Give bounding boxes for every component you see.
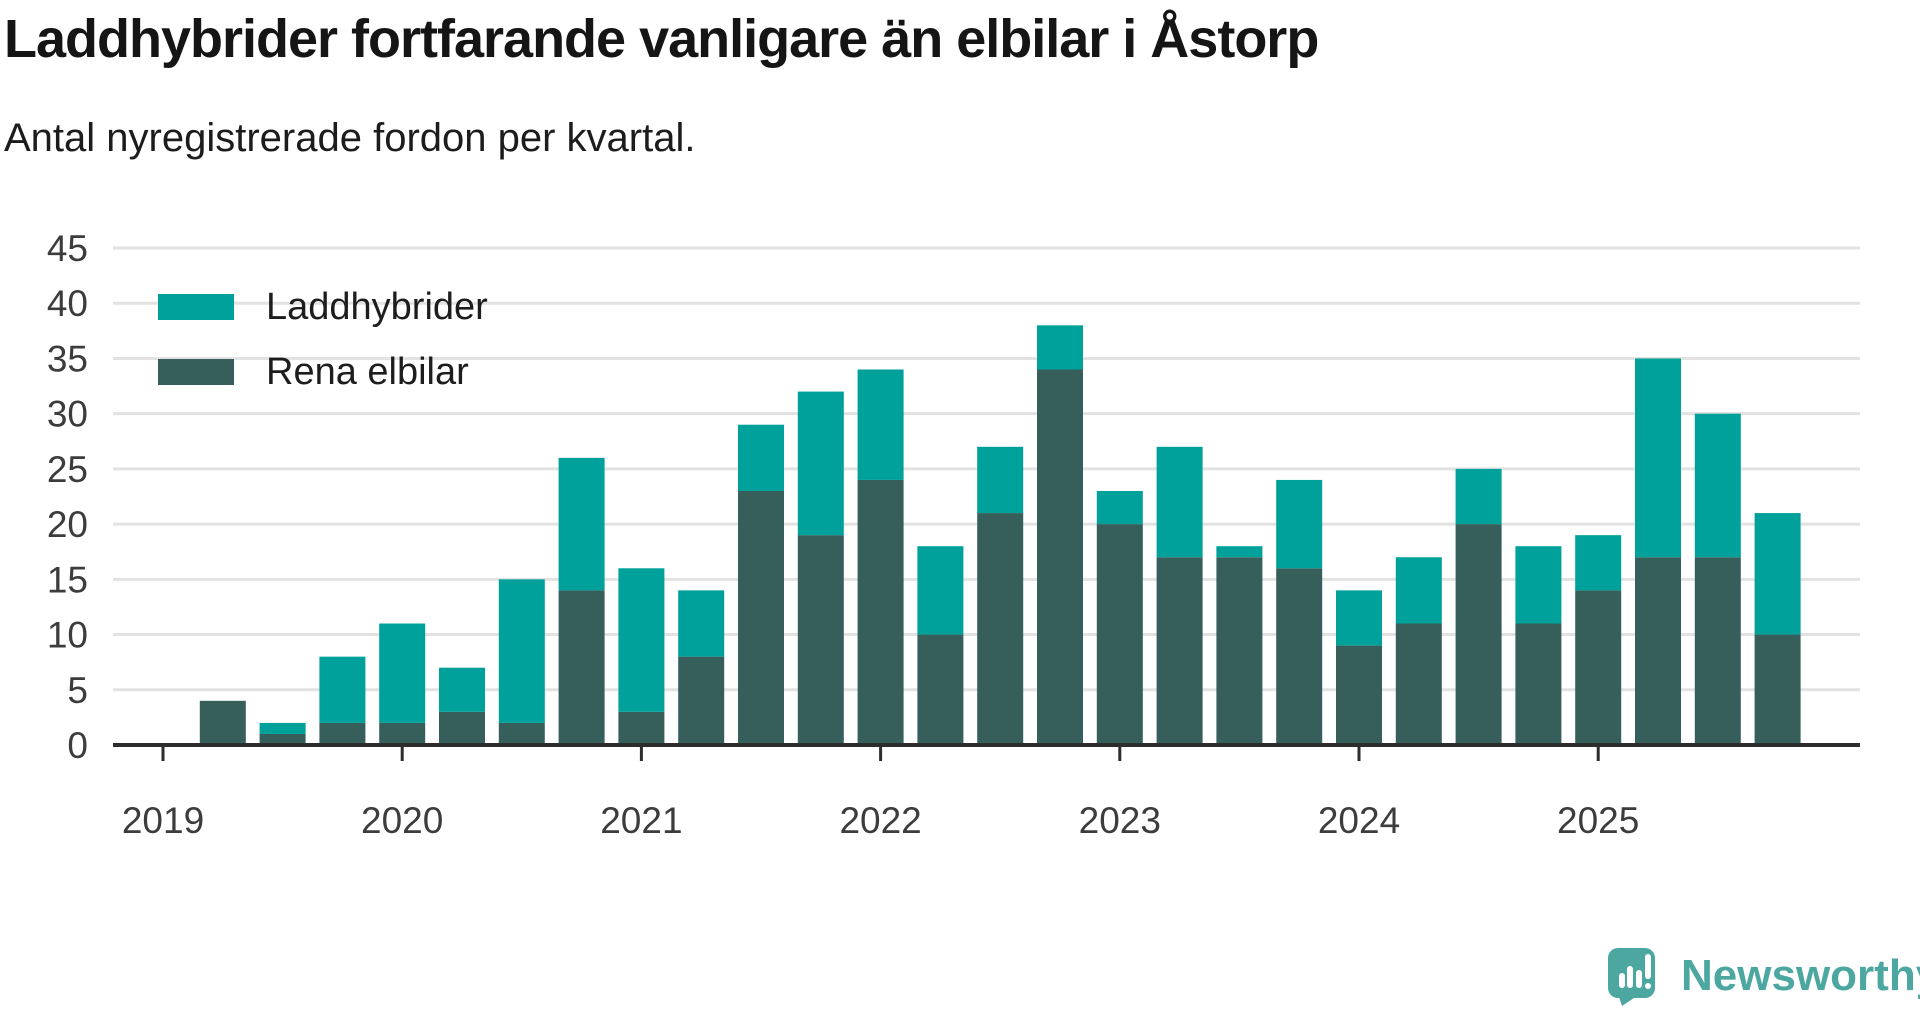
bar-segment-rena-elbilar (917, 634, 964, 745)
y-axis-label: 45 (47, 228, 88, 269)
bar-segment-rena-elbilar (199, 700, 246, 745)
bar-segment-laddhybrider (1575, 535, 1622, 591)
bar-segment-rena-elbilar (1216, 557, 1263, 745)
bar-segment-laddhybrider (1096, 490, 1143, 525)
x-axis-tick (1118, 747, 1122, 761)
bar-segment-laddhybrider (1156, 446, 1203, 558)
y-axis-label: 5 (67, 670, 88, 711)
x-axis-tick (1596, 747, 1600, 761)
bar-segment-rena-elbilar (379, 722, 426, 745)
y-axis-label: 25 (47, 449, 88, 490)
bar-segment-rena-elbilar (439, 711, 485, 745)
x-axis-label: 2025 (1557, 800, 1639, 841)
bar-segment-rena-elbilar (678, 656, 725, 745)
bar-segment-rena-elbilar (618, 711, 665, 745)
bar-segment-rena-elbilar (857, 479, 904, 745)
bar-segment-laddhybrider (319, 656, 366, 723)
legend-swatch-laddhybrider-icon (158, 294, 234, 320)
x-axis-tick (1357, 747, 1361, 761)
bar-segment-rena-elbilar (1096, 524, 1143, 745)
legend-label-rena-elbilar: Rena elbilar (266, 351, 469, 393)
x-axis-label: 2024 (1318, 800, 1400, 841)
bar-segment-laddhybrider (797, 391, 844, 536)
x-axis-tick (879, 747, 883, 761)
legend-item-rena-elbilar: Rena elbilar (158, 353, 488, 391)
bar-segment-rena-elbilar (1575, 590, 1622, 745)
legend-item-laddhybrider: Laddhybrider (158, 288, 488, 326)
newsworthy-logo-text: Newsworthy (1681, 951, 1920, 1000)
chart-legend: Laddhybrider Rena elbilar (158, 288, 488, 418)
bar-segment-rena-elbilar (797, 535, 844, 745)
bar-segment-rena-elbilar (498, 722, 545, 745)
x-axis-label: 2020 (361, 800, 443, 841)
bar-segment-rena-elbilar (259, 733, 306, 745)
x-axis-label: 2021 (600, 800, 682, 841)
bar-segment-laddhybrider (1754, 513, 1801, 635)
bar-segment-laddhybrider (1037, 325, 1083, 370)
bar-segment-laddhybrider (379, 623, 426, 723)
bar-segment-rena-elbilar (1635, 557, 1681, 745)
bar-segment-rena-elbilar (1515, 623, 1562, 745)
bar-segment-rena-elbilar (1754, 634, 1801, 745)
bar-segment-laddhybrider (738, 424, 784, 491)
bar-segment-laddhybrider (1515, 546, 1562, 624)
bar-segment-laddhybrider (439, 667, 485, 712)
chart-title: Laddhybrider fortfarande vanligare än el… (4, 9, 1319, 69)
x-axis-tick (400, 747, 404, 761)
y-axis-label: 30 (47, 394, 88, 435)
bar-segment-rena-elbilar (1276, 568, 1323, 745)
y-axis-label: 40 (47, 283, 88, 324)
bar-segment-laddhybrider (1336, 590, 1382, 646)
bar-segment-rena-elbilar (558, 590, 605, 745)
x-axis-label: 2022 (839, 800, 921, 841)
bar-segment-laddhybrider (917, 546, 964, 635)
bar-segment-rena-elbilar (1336, 645, 1382, 745)
bar-segment-rena-elbilar (1455, 524, 1502, 745)
bar-segment-rena-elbilar (1156, 557, 1203, 745)
legend-swatch-rena-elbilar-icon (158, 359, 234, 385)
bar-segment-laddhybrider (1216, 546, 1263, 558)
y-axis-label: 15 (47, 559, 88, 600)
x-axis-tick (161, 747, 165, 761)
bar-segment-laddhybrider (1635, 358, 1681, 558)
bar-segment-laddhybrider (498, 579, 545, 723)
bar-segment-laddhybrider (618, 568, 665, 712)
bar-segment-laddhybrider (678, 590, 725, 657)
bar-segment-rena-elbilar (1395, 623, 1442, 745)
newsworthy-speech-bubble-chart-icon (1608, 948, 1655, 1006)
bar-segment-laddhybrider (1395, 557, 1442, 624)
chart-subtitle: Antal nyregistrerade fordon per kvartal. (4, 116, 696, 160)
bar-segment-laddhybrider (1276, 479, 1323, 569)
legend-label-laddhybrider: Laddhybrider (266, 286, 488, 328)
y-axis-label: 35 (47, 338, 88, 379)
x-axis-label: 2023 (1079, 800, 1161, 841)
bar-segment-rena-elbilar (319, 722, 366, 745)
y-axis-label: 10 (47, 615, 88, 656)
bar-segment-rena-elbilar (977, 513, 1024, 745)
x-axis-label: 2019 (122, 800, 204, 841)
bar-segment-rena-elbilar (738, 490, 784, 745)
bar-segment-laddhybrider (977, 446, 1024, 514)
bar-segment-laddhybrider (1694, 413, 1741, 558)
y-axis-label: 20 (47, 504, 88, 545)
newsworthy-logo: Newsworthy (1608, 948, 1920, 1006)
x-axis-tick (639, 747, 643, 761)
bar-segment-laddhybrider (857, 369, 904, 480)
bar-segment-rena-elbilar (1037, 369, 1083, 745)
bar-segment-laddhybrider (558, 457, 605, 591)
x-axis-line (113, 743, 1860, 747)
bar-segment-rena-elbilar (1694, 557, 1741, 745)
y-axis-label: 0 (67, 725, 88, 766)
bar-segment-laddhybrider (259, 722, 306, 734)
bar-segment-laddhybrider (1455, 468, 1502, 525)
